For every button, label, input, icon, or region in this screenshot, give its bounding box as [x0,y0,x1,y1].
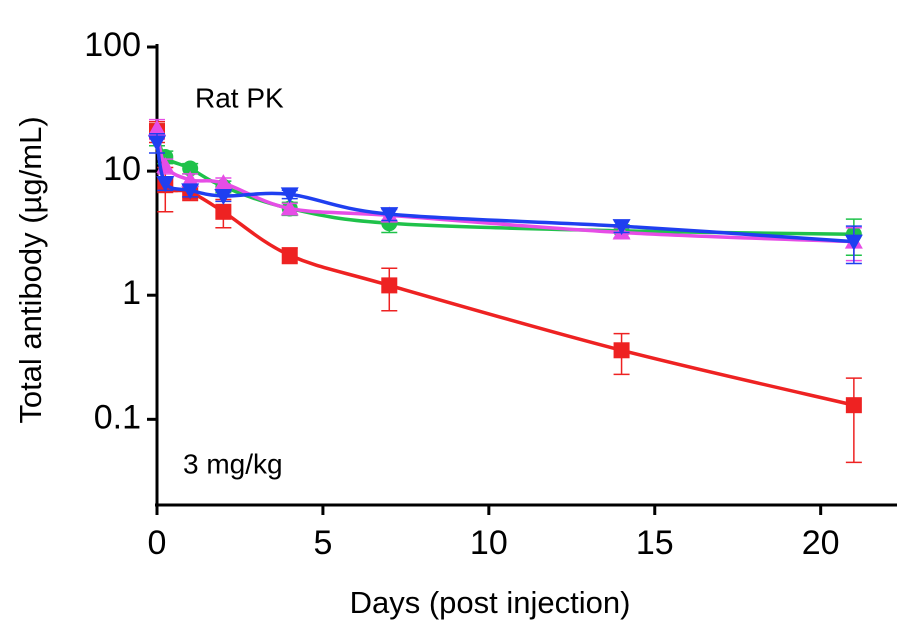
point [381,277,398,294]
annotation: Rat PK [195,82,284,113]
x-tick-label: 5 [313,524,332,562]
fit-curve [155,130,855,407]
y-tick-label: 1 [122,274,141,312]
y-axis-label: Total antibody (µg/mL) [13,116,48,423]
x-axis-label: Days (post injection) [350,585,631,620]
error-bar [845,377,862,464]
point [181,170,200,187]
x-tick-label: 10 [470,524,508,562]
point [214,189,233,206]
point [280,199,299,216]
point [612,219,631,236]
point [148,119,166,136]
fit-curve [155,142,854,244]
point [613,342,630,359]
point [156,176,175,193]
y-tick-label: 100 [84,26,141,64]
fit-curve [155,128,854,244]
point [280,187,299,204]
point [281,247,298,264]
x-tick-label: 15 [636,524,674,562]
point [380,207,399,224]
point [214,174,233,191]
point [215,203,232,220]
point [181,183,200,200]
point [182,160,199,177]
point [844,234,863,251]
y-tick-label: 10 [103,150,141,188]
y-tick-label: 0.1 [94,398,141,436]
x-tick-label: 0 [148,524,167,562]
x-tick-label: 20 [802,524,840,562]
fit-curve [155,133,854,236]
point [845,397,862,414]
annotation: 3 mg/kg [183,448,283,479]
point [148,135,166,152]
